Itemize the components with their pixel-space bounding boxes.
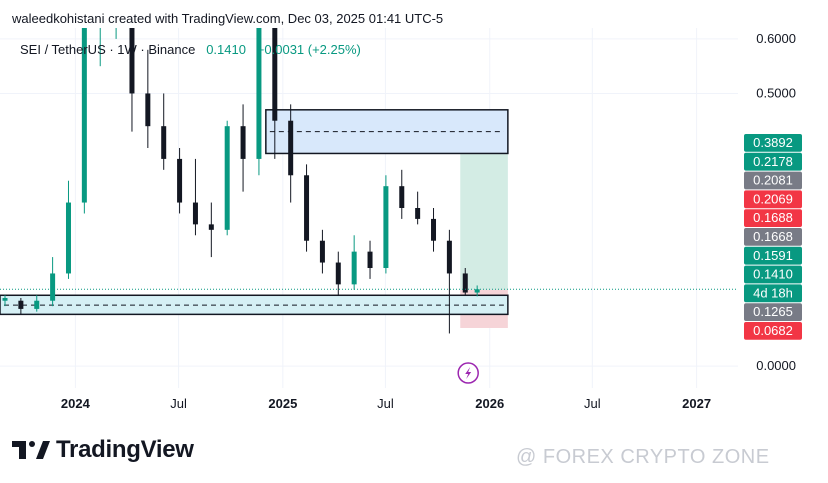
x-tick-label: 2024	[61, 396, 91, 411]
lightning-icon-bolt	[465, 367, 472, 379]
candle-body	[256, 28, 262, 159]
support-zone	[0, 294, 509, 316]
price-label-text: 0.2069	[753, 191, 793, 206]
price-label-tag	[744, 265, 802, 284]
y-tick-label: 0.5000	[756, 85, 796, 100]
tradingview-logo[interactable]: TradingView	[12, 436, 194, 464]
price-label-text: 0.1410	[753, 267, 793, 282]
x-tick-label: Jul	[377, 396, 394, 411]
price-label-tag	[744, 228, 802, 246]
candle-body	[177, 158, 183, 203]
candle-body	[2, 298, 8, 301]
author-line: waleedkohistani created with TradingView…	[12, 11, 444, 26]
price-label-tag	[744, 303, 802, 321]
price-label-text: 0.1668	[753, 229, 793, 244]
price-label-text: 0.1265	[753, 304, 793, 319]
candle-body	[18, 300, 24, 309]
price-label-tag	[744, 190, 802, 209]
watermark: @ FOREX CRYPTO ZONE	[516, 446, 770, 469]
x-tick-label: 2025	[268, 396, 297, 411]
price-label-tag	[744, 134, 802, 152]
price-label-tag	[744, 284, 802, 303]
candle-body	[383, 186, 389, 268]
x-tick-label: 2026	[475, 396, 504, 411]
price-change: +0.0031 (+2.25%)	[256, 42, 361, 57]
position-target-zone	[460, 153, 508, 290]
price-label-text: 0.0682	[753, 323, 793, 338]
candle-body	[129, 28, 135, 94]
candle-body	[319, 240, 325, 263]
watermark-text: @ FOREX CRYPTO ZONE	[516, 446, 770, 468]
price-label-text: 0.3892	[753, 135, 793, 150]
candle-body	[161, 126, 167, 159]
candle-body	[367, 251, 373, 268]
candle-body	[145, 93, 151, 127]
candle-body	[192, 202, 198, 225]
x-tick-label: Jul	[170, 396, 187, 411]
price-label-text: 0.2081	[753, 173, 793, 188]
brand-name: TradingView	[56, 436, 194, 463]
price-label-tag	[744, 171, 802, 190]
candle-body	[351, 251, 357, 285]
candle-body	[304, 175, 310, 241]
y-tick-label: 0.6000	[756, 31, 796, 46]
candle-body	[462, 273, 468, 293]
candle-body	[431, 218, 437, 241]
candle-body	[224, 126, 230, 230]
candle-body	[81, 28, 87, 203]
x-tick-label: 2027	[682, 396, 711, 411]
candle-body	[272, 28, 278, 121]
price-label-tag	[744, 209, 802, 227]
candle-body	[446, 240, 452, 274]
price-label-tag	[744, 322, 802, 340]
price-label-text: 0.1591	[753, 248, 793, 263]
candle-body	[415, 208, 421, 219]
price-label-text: 0.2178	[753, 154, 793, 169]
candle-body	[335, 262, 341, 285]
plot-area	[0, 28, 738, 334]
candle-body	[208, 224, 214, 230]
candle-body	[399, 186, 405, 208]
candle-body	[50, 273, 56, 301]
candle-body	[34, 300, 40, 309]
price-label-text: 0.1688	[753, 210, 793, 225]
candle-body	[474, 289, 480, 293]
candle-body	[288, 120, 294, 176]
last-price: 0.1410	[206, 42, 246, 57]
price-label-tag	[744, 246, 802, 265]
lightning-icon	[457, 362, 479, 384]
x-tick-label: Jul	[584, 396, 601, 411]
candle-body	[240, 126, 246, 159]
price-label-text: 4d 18h	[753, 285, 793, 300]
symbol-name: SEI / TetherUS · 1W · Binance	[20, 42, 196, 57]
symbol-legend: SEI / TetherUS · 1W · Binance 0.1410 +0.…	[20, 42, 361, 57]
y-tick-label: 0.0000	[756, 358, 796, 373]
tradingview-logo-icon	[12, 441, 50, 459]
price-label-tag	[744, 152, 802, 171]
candle-body	[65, 202, 71, 274]
